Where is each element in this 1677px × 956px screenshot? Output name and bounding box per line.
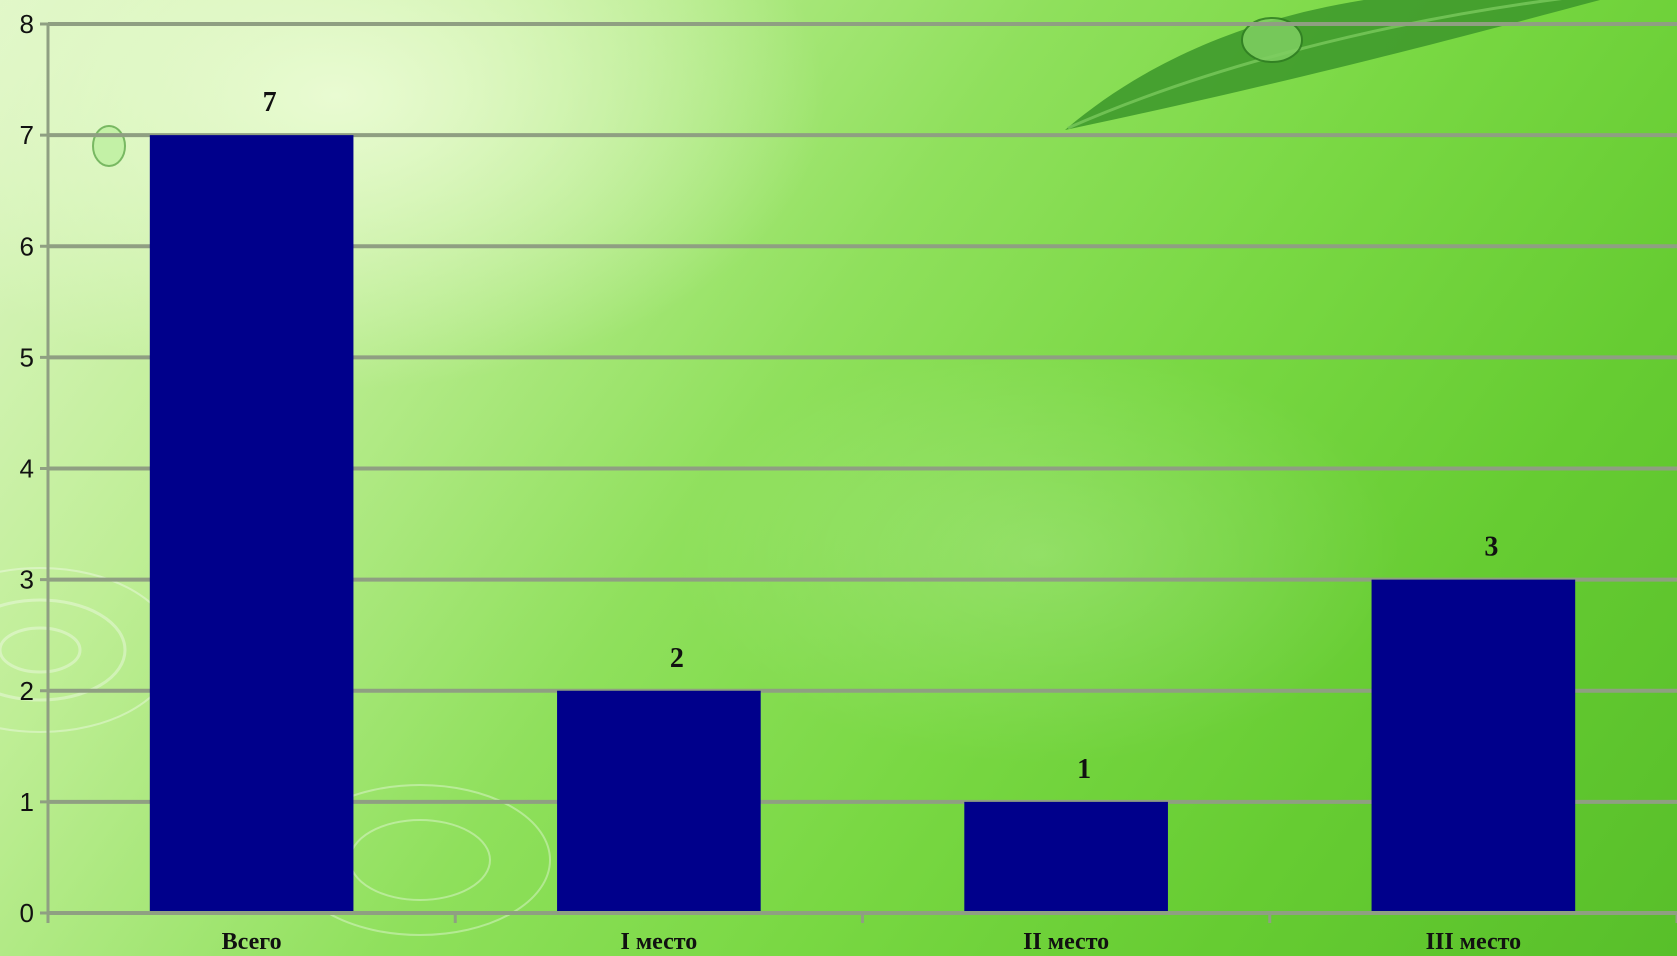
data-label: 1 [1077,754,1091,785]
y-tick-label: 2 [20,676,34,706]
y-tick-label: 5 [20,342,34,372]
water-drop-decoration [92,125,126,167]
y-tick-label: 3 [20,565,34,595]
x-category-label: III место [1426,929,1521,955]
x-category-label: I место [620,929,697,955]
data-label: 7 [263,87,277,118]
bar-1 [149,135,354,913]
leaf-decoration [1065,0,1600,130]
y-tick-label: 8 [20,9,34,39]
y-tick-label: 1 [20,787,34,817]
labels: 0 1 2 3 4 5 6 7 8 7 Всего 2 I место 1 II место 3 III мес… [20,9,1522,955]
axes [40,22,1677,923]
data-label: 3 [1484,532,1498,563]
y-tick-label: 0 [20,898,34,928]
y-tick-label: 6 [20,231,34,261]
data-label: 2 [670,643,684,674]
y-tick-label: 7 [20,120,34,150]
bar-4 [1371,579,1576,913]
bar-3 [964,801,1168,913]
x-category-label: II место [1023,929,1109,955]
water-drop-decoration [1241,17,1303,63]
bar-2 [557,690,761,913]
y-tick-label: 4 [20,454,34,484]
x-category-label: Всего [222,929,282,955]
bars [149,135,1576,913]
